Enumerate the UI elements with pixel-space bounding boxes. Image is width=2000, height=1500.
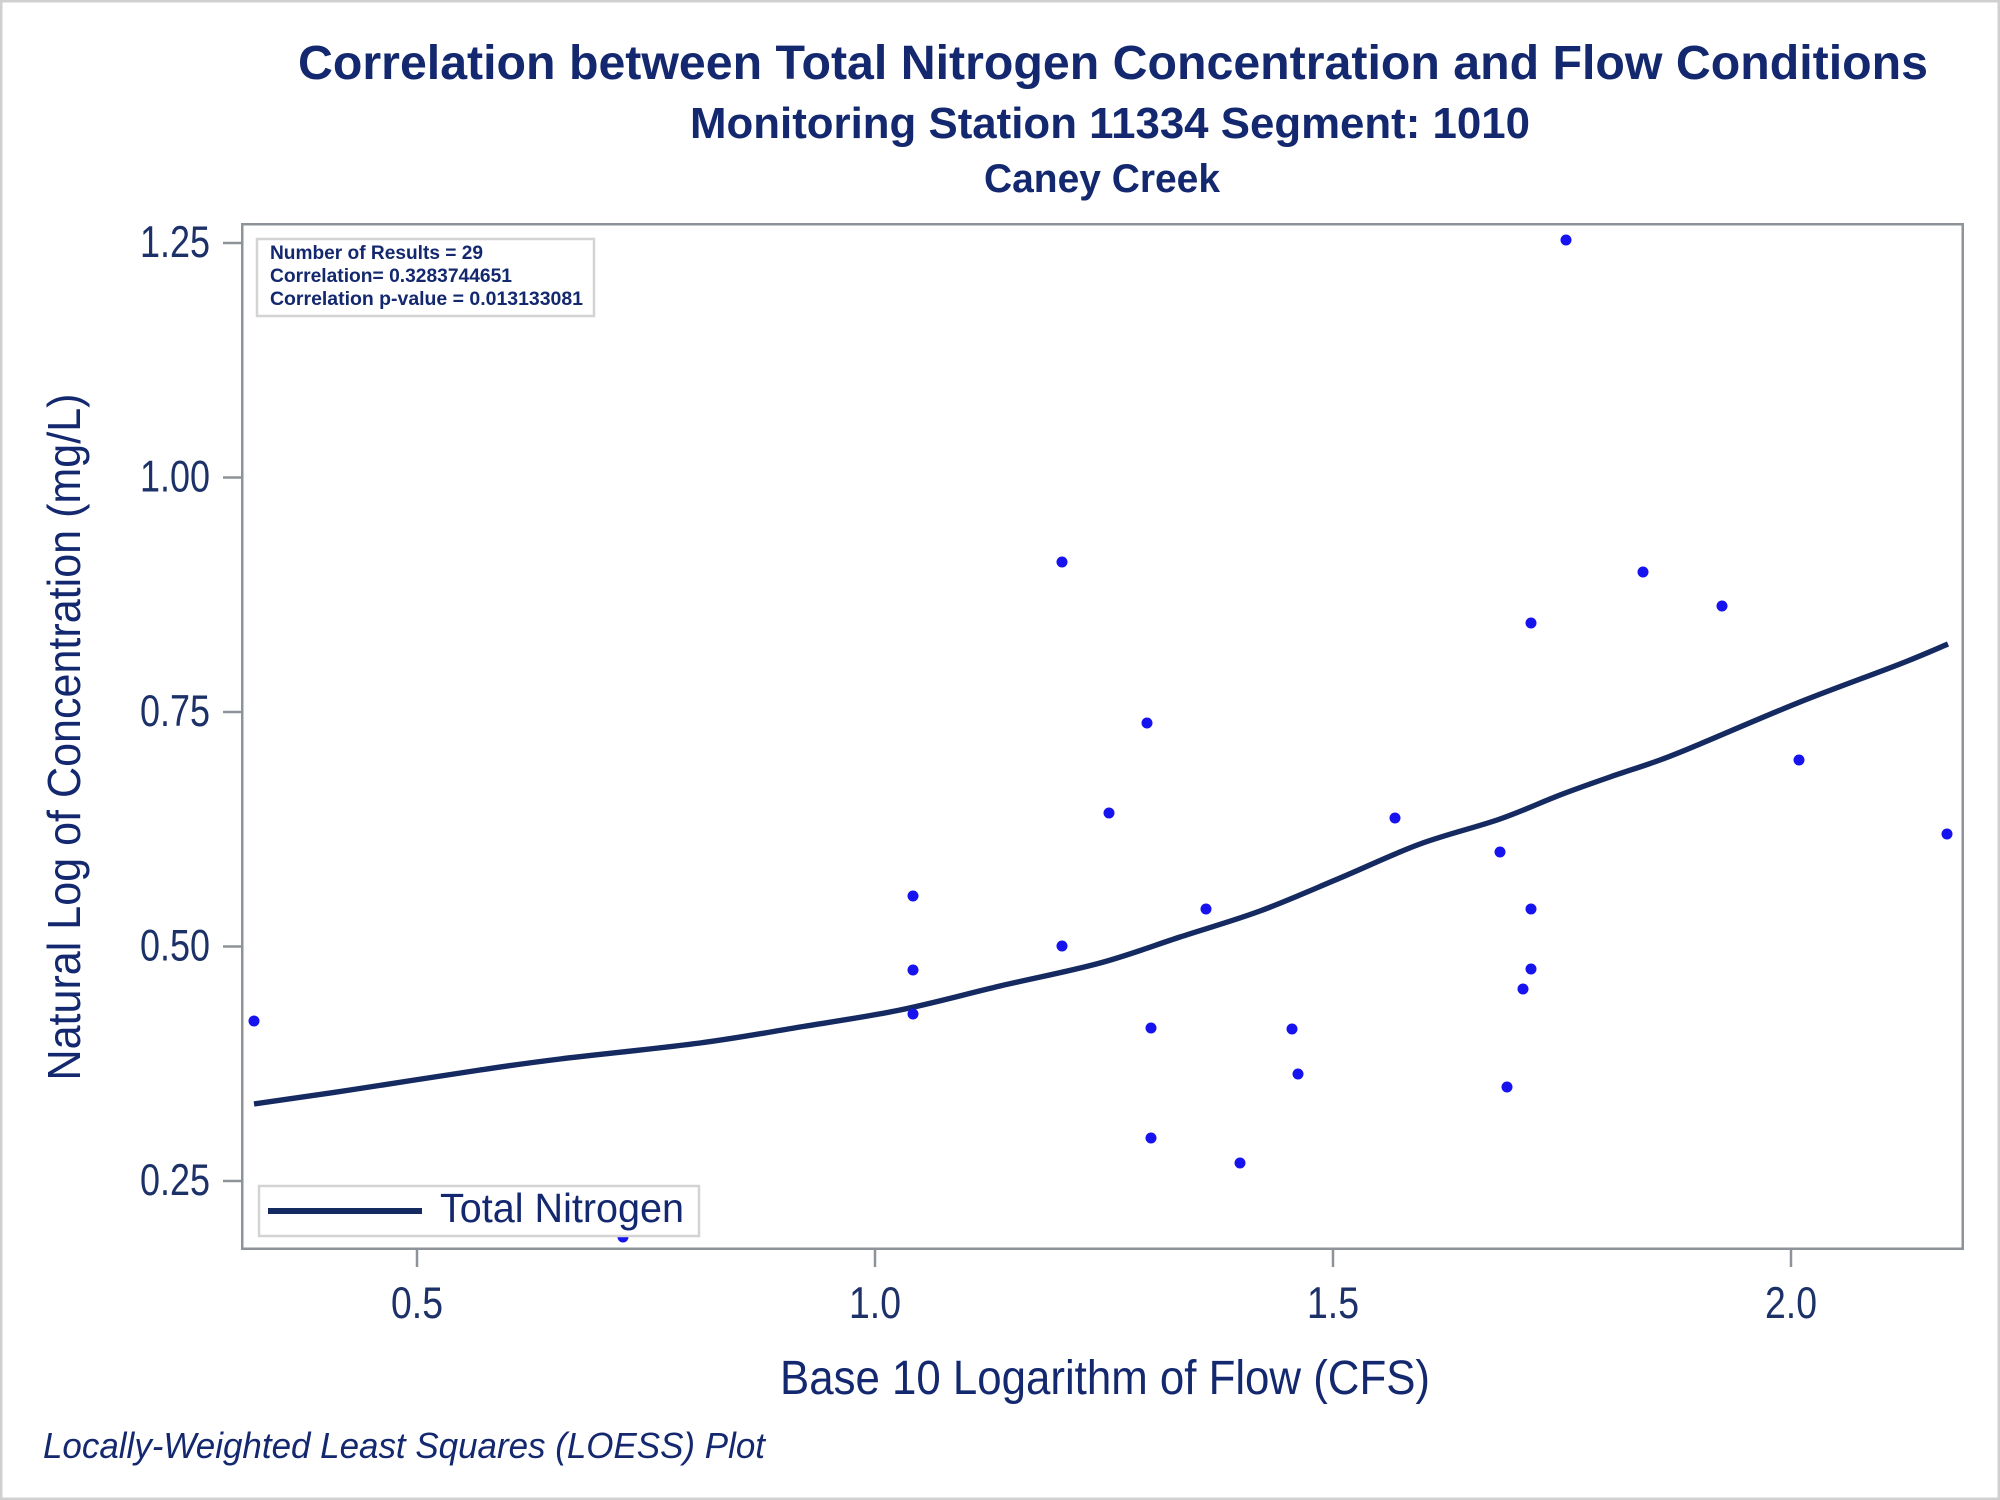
svg-text:0.25: 0.25 <box>140 1156 210 1205</box>
svg-text:Locally-Weighted Least Squares: Locally-Weighted Least Squares (LOESS) P… <box>43 1425 767 1466</box>
svg-text:1.0: 1.0 <box>849 1279 901 1328</box>
svg-text:0.5: 0.5 <box>391 1279 443 1328</box>
svg-text:1.25: 1.25 <box>140 218 210 267</box>
svg-text:2.0: 2.0 <box>1765 1279 1817 1328</box>
svg-text:1.00: 1.00 <box>140 453 210 502</box>
svg-text:Correlation between Total Nitr: Correlation between Total Nitrogen Conce… <box>298 37 1928 90</box>
svg-text:1.5: 1.5 <box>1307 1279 1359 1328</box>
svg-text:Number of Results = 29: Number of Results = 29 <box>270 243 483 264</box>
svg-text:Monitoring Station 11334 Segme: Monitoring Station 11334 Segment: 1010 <box>690 99 1530 148</box>
svg-text:Correlation= 0.3283744651: Correlation= 0.3283744651 <box>270 266 512 287</box>
svg-text:Correlation p-value = 0.013133: Correlation p-value = 0.013133081 <box>270 289 583 310</box>
svg-text:Caney Creek: Caney Creek <box>984 157 1221 201</box>
svg-text:Natural Log of Concentration (: Natural Log of Concentration (mg/L) <box>38 394 90 1081</box>
svg-text:Total Nitrogen: Total Nitrogen <box>440 1185 684 1231</box>
svg-text:0.75: 0.75 <box>140 687 210 736</box>
svg-text:Base 10 Logarithm of Flow (CFS: Base 10 Logarithm of Flow (CFS) <box>780 1352 1430 1405</box>
svg-text:0.50: 0.50 <box>140 922 210 971</box>
